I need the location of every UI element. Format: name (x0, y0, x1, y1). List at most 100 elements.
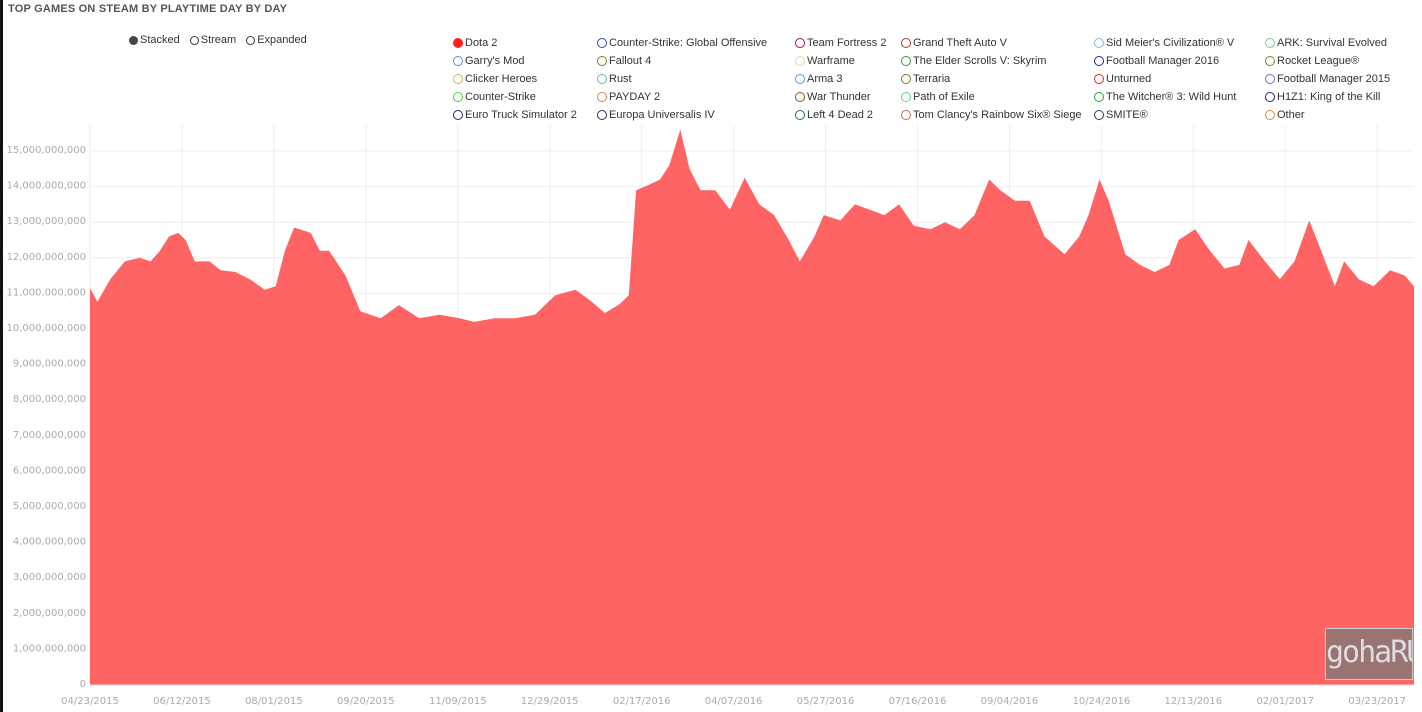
legend-label: Clicker Heroes (465, 73, 538, 85)
y-tick-label: 1,000,000,000 (13, 643, 86, 654)
radio-icon (189, 35, 199, 45)
legend-circle-icon (597, 92, 607, 102)
legend-item[interactable]: Garry's Mod (453, 52, 597, 70)
legend-item[interactable]: Team Fortress 2 (795, 34, 901, 52)
x-tick-label: 05/27/2016 (797, 696, 855, 707)
display-mode-selector: Stacked Stream Expanded (129, 34, 307, 46)
y-tick-label: 6,000,000,000 (13, 465, 86, 476)
legend-item[interactable]: Fallout 4 (597, 52, 795, 70)
legend-item[interactable]: Arma 3 (795, 70, 901, 88)
legend-label: Garry's Mod (465, 55, 525, 67)
legend-circle-icon (1094, 92, 1104, 102)
legend-label: Counter-Strike: Global Offensive (609, 37, 768, 49)
mode-label: Stream (200, 34, 237, 46)
y-tick-label: 5,000,000,000 (13, 501, 86, 512)
legend-item[interactable]: Grand Theft Auto V (901, 34, 1094, 52)
legend-item[interactable]: ARK: Survival Evolved (1265, 34, 1415, 52)
legend-circle-icon (597, 56, 607, 66)
legend-item[interactable]: SMITE® (1094, 106, 1265, 124)
x-tick-label: 02/17/2016 (613, 696, 671, 707)
legend-label: Euro Truck Simulator 2 (465, 109, 577, 121)
y-tick-label: 10,000,000,000 (6, 323, 86, 334)
legend-label: Football Manager 2016 (1106, 55, 1220, 67)
legend-item[interactable]: PAYDAY 2 (597, 88, 795, 106)
legend-item[interactable]: Sid Meier's Civilization® V (1094, 34, 1265, 52)
legend-label: Dota 2 (465, 37, 498, 49)
y-tick-label: 9,000,000,000 (13, 359, 86, 370)
legend-circle-icon (1265, 92, 1275, 102)
legend-item[interactable]: Path of Exile (901, 88, 1094, 106)
radio-icon (246, 35, 256, 45)
legend-item[interactable]: Warframe (795, 52, 901, 70)
legend-circle-icon (453, 56, 463, 66)
legend-circle-icon (901, 74, 911, 84)
legend-label: Warframe (807, 55, 855, 67)
legend-circle-icon (597, 74, 607, 84)
y-tick-label: 11,000,000,000 (6, 287, 86, 298)
x-tick-label: 04/07/2016 (705, 696, 763, 707)
legend-circle-icon (795, 38, 805, 48)
legend-item[interactable]: Rust (597, 70, 795, 88)
legend-item[interactable]: Football Manager 2015 (1265, 70, 1415, 88)
legend-item[interactable]: Europa Universalis IV (597, 106, 795, 124)
legend-label: The Elder Scrolls V: Skyrim (913, 55, 1047, 67)
legend-circle-icon (1094, 56, 1104, 66)
legend-circle-icon (1265, 38, 1275, 48)
mode-radio-expanded[interactable]: Expanded (246, 34, 307, 46)
chart-title: TOP GAMES ON STEAM BY PLAYTIME DAY BY DA… (8, 3, 288, 15)
mode-label: Expanded (257, 34, 307, 46)
legend-item[interactable]: Counter-Strike (453, 88, 597, 106)
legend-circle-icon (901, 38, 911, 48)
legend-item[interactable]: Other (1265, 106, 1415, 124)
x-tick-label: 07/16/2016 (889, 696, 947, 707)
legend-item[interactable]: Clicker Heroes (453, 70, 597, 88)
legend-item[interactable]: Euro Truck Simulator 2 (453, 106, 597, 124)
window-edge (0, 0, 3, 712)
mode-radio-stream[interactable]: Stream (189, 34, 237, 46)
legend-item[interactable]: The Witcher® 3: Wild Hunt (1094, 88, 1265, 106)
x-tick-label: 09/20/2015 (337, 696, 395, 707)
legend-circle-icon (795, 92, 805, 102)
legend-label: Team Fortress 2 (807, 37, 887, 49)
legend-item[interactable]: Left 4 Dead 2 (795, 106, 901, 124)
legend-circle-icon (901, 56, 911, 66)
legend-item[interactable]: Unturned (1094, 70, 1265, 88)
legend-label: SMITE® (1106, 109, 1148, 121)
legend-label: Arma 3 (807, 73, 843, 85)
legend-item[interactable]: Football Manager 2016 (1094, 52, 1265, 70)
legend-label: PAYDAY 2 (609, 91, 661, 103)
legend-circle-icon (1265, 56, 1275, 66)
legend-item[interactable]: Counter-Strike: Global Offensive (597, 34, 795, 52)
legend-circle-icon (1265, 110, 1275, 120)
legend-circle-icon (795, 56, 805, 66)
legend-label: Tom Clancy's Rainbow Six® Siege (913, 109, 1082, 121)
x-tick-label: 12/29/2015 (521, 696, 579, 707)
x-tick-label: 12/13/2016 (1165, 696, 1223, 707)
y-tick-label: 7,000,000,000 (13, 430, 86, 441)
legend-circle-icon (1265, 74, 1275, 84)
legend-label: Rocket League® (1277, 55, 1360, 67)
legend-item[interactable]: Terraria (901, 70, 1094, 88)
legend-item[interactable]: Dota 2 (453, 34, 597, 52)
legend-circle-icon (1094, 74, 1104, 84)
x-tick-label: 03/23/2017 (1348, 696, 1406, 707)
legend-label: Left 4 Dead 2 (807, 109, 874, 121)
legend-item[interactable]: Tom Clancy's Rainbow Six® Siege (901, 106, 1094, 124)
legend-item[interactable]: H1Z1: King of the Kill (1265, 88, 1415, 106)
legend-label: Unturned (1106, 73, 1152, 85)
legend-item[interactable]: The Elder Scrolls V: Skyrim (901, 52, 1094, 70)
legend-item[interactable]: Rocket League® (1265, 52, 1415, 70)
legend-circle-icon (453, 110, 463, 120)
legend-label: War Thunder (807, 91, 871, 103)
y-tick-label: 8,000,000,000 (13, 394, 86, 405)
legend-item[interactable]: War Thunder (795, 88, 901, 106)
legend-circle-icon (1094, 110, 1104, 120)
x-tick-label: 08/01/2015 (245, 696, 303, 707)
mode-label: Stacked (140, 34, 180, 46)
legend-label: Other (1277, 109, 1305, 121)
legend-label: Grand Theft Auto V (913, 37, 1007, 49)
legend-circle-icon (453, 92, 463, 102)
mode-radio-stacked[interactable]: Stacked (129, 34, 180, 46)
legend-label: H1Z1: King of the Kill (1277, 91, 1381, 103)
x-tick-label: 11/09/2015 (429, 696, 487, 707)
